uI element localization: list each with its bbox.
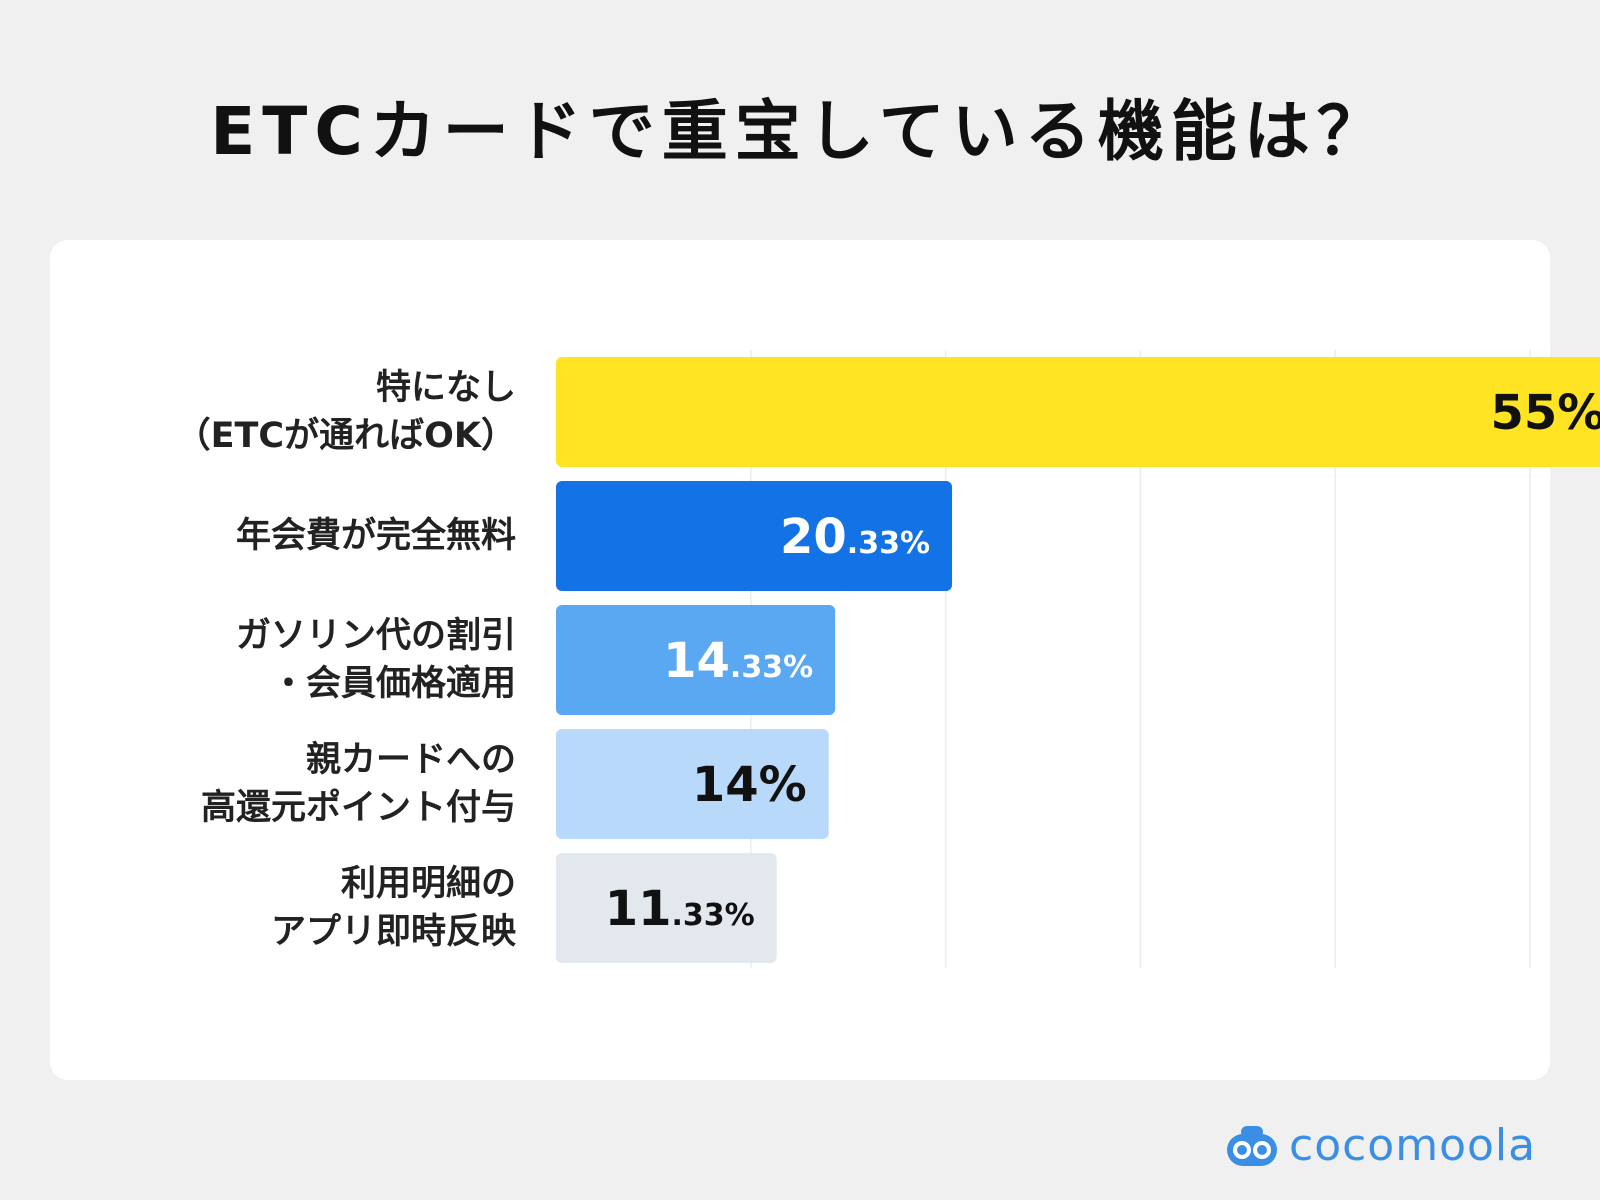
bar (556, 605, 836, 715)
chart-title: ETCカードで重宝している機能は？ (210, 93, 1390, 170)
category-label: 利用明細のアプリ即時反映 (46, 860, 516, 956)
bar (556, 853, 777, 963)
category-label-line: ガソリン代の割引 (235, 616, 516, 656)
category-label-line: 親カードへの (305, 740, 516, 780)
category-labels: 特になし （ETCが通ればOK） 年会費が完全無料 ガソリン代の割引・会員価格適用親カ… (0, 0, 516, 1200)
category-label-line: ・会員価格適用 (270, 664, 516, 704)
data-label: 14.33% (663, 633, 813, 689)
data-label: 55% (1491, 385, 1600, 441)
bar (556, 357, 1600, 467)
brand-name: cocomoola (1289, 1119, 1537, 1171)
category-label-line: 年会費が完全無料 (235, 516, 516, 556)
category-label: 年会費が完全無料 (46, 512, 516, 560)
category-label: 特になし （ETCが通ればOK） (46, 364, 516, 460)
category-label-line: 特になし (375, 368, 516, 408)
category-label-line: 高還元ポイント付与 (200, 788, 516, 828)
category-label: 親カードへの高還元ポイント付与 (46, 736, 516, 832)
bar (556, 481, 953, 591)
category-label-line: 利用明細の (340, 864, 516, 904)
category-label-line: （ETCが通ればOK） (175, 416, 516, 456)
category-label: ガソリン代の割引・会員価格適用 (46, 612, 516, 708)
bar (556, 729, 829, 839)
brand-logo: cocomoola (1225, 1118, 1536, 1172)
data-label: 11.33% (605, 881, 755, 937)
data-label: 14% (692, 757, 807, 813)
cocomoola-logo-icon (1227, 1126, 1277, 1166)
data-label: 20.33% (780, 509, 930, 565)
category-label-line: アプリ即時反映 (270, 912, 516, 952)
